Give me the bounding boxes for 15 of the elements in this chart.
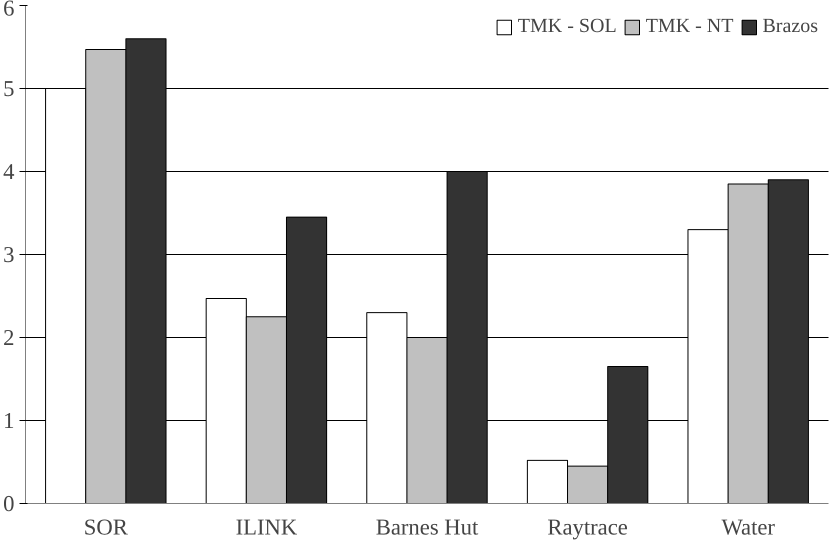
y-tick-label: 3: [3, 242, 14, 267]
x-tick-label: Raytrace: [547, 514, 628, 540]
y-tick-label: 0: [3, 491, 14, 516]
legend-label: TMK - NT: [646, 15, 734, 38]
y-tick-label: 6: [3, 0, 14, 20]
x-tick-label: SOR: [84, 514, 129, 540]
legend-label: TMK - SOL: [518, 15, 617, 38]
y-tick-label: 2: [3, 325, 14, 350]
y-tick-label: 1: [3, 408, 14, 433]
x-tick-label: ILINK: [236, 514, 298, 540]
y-tick-label: 4: [3, 159, 14, 184]
legend-label: Brazos: [762, 15, 818, 38]
y-tick-label: 5: [3, 76, 14, 101]
x-tick-label: Barnes Hut: [376, 514, 479, 540]
x-tick-label: Water: [721, 514, 776, 540]
